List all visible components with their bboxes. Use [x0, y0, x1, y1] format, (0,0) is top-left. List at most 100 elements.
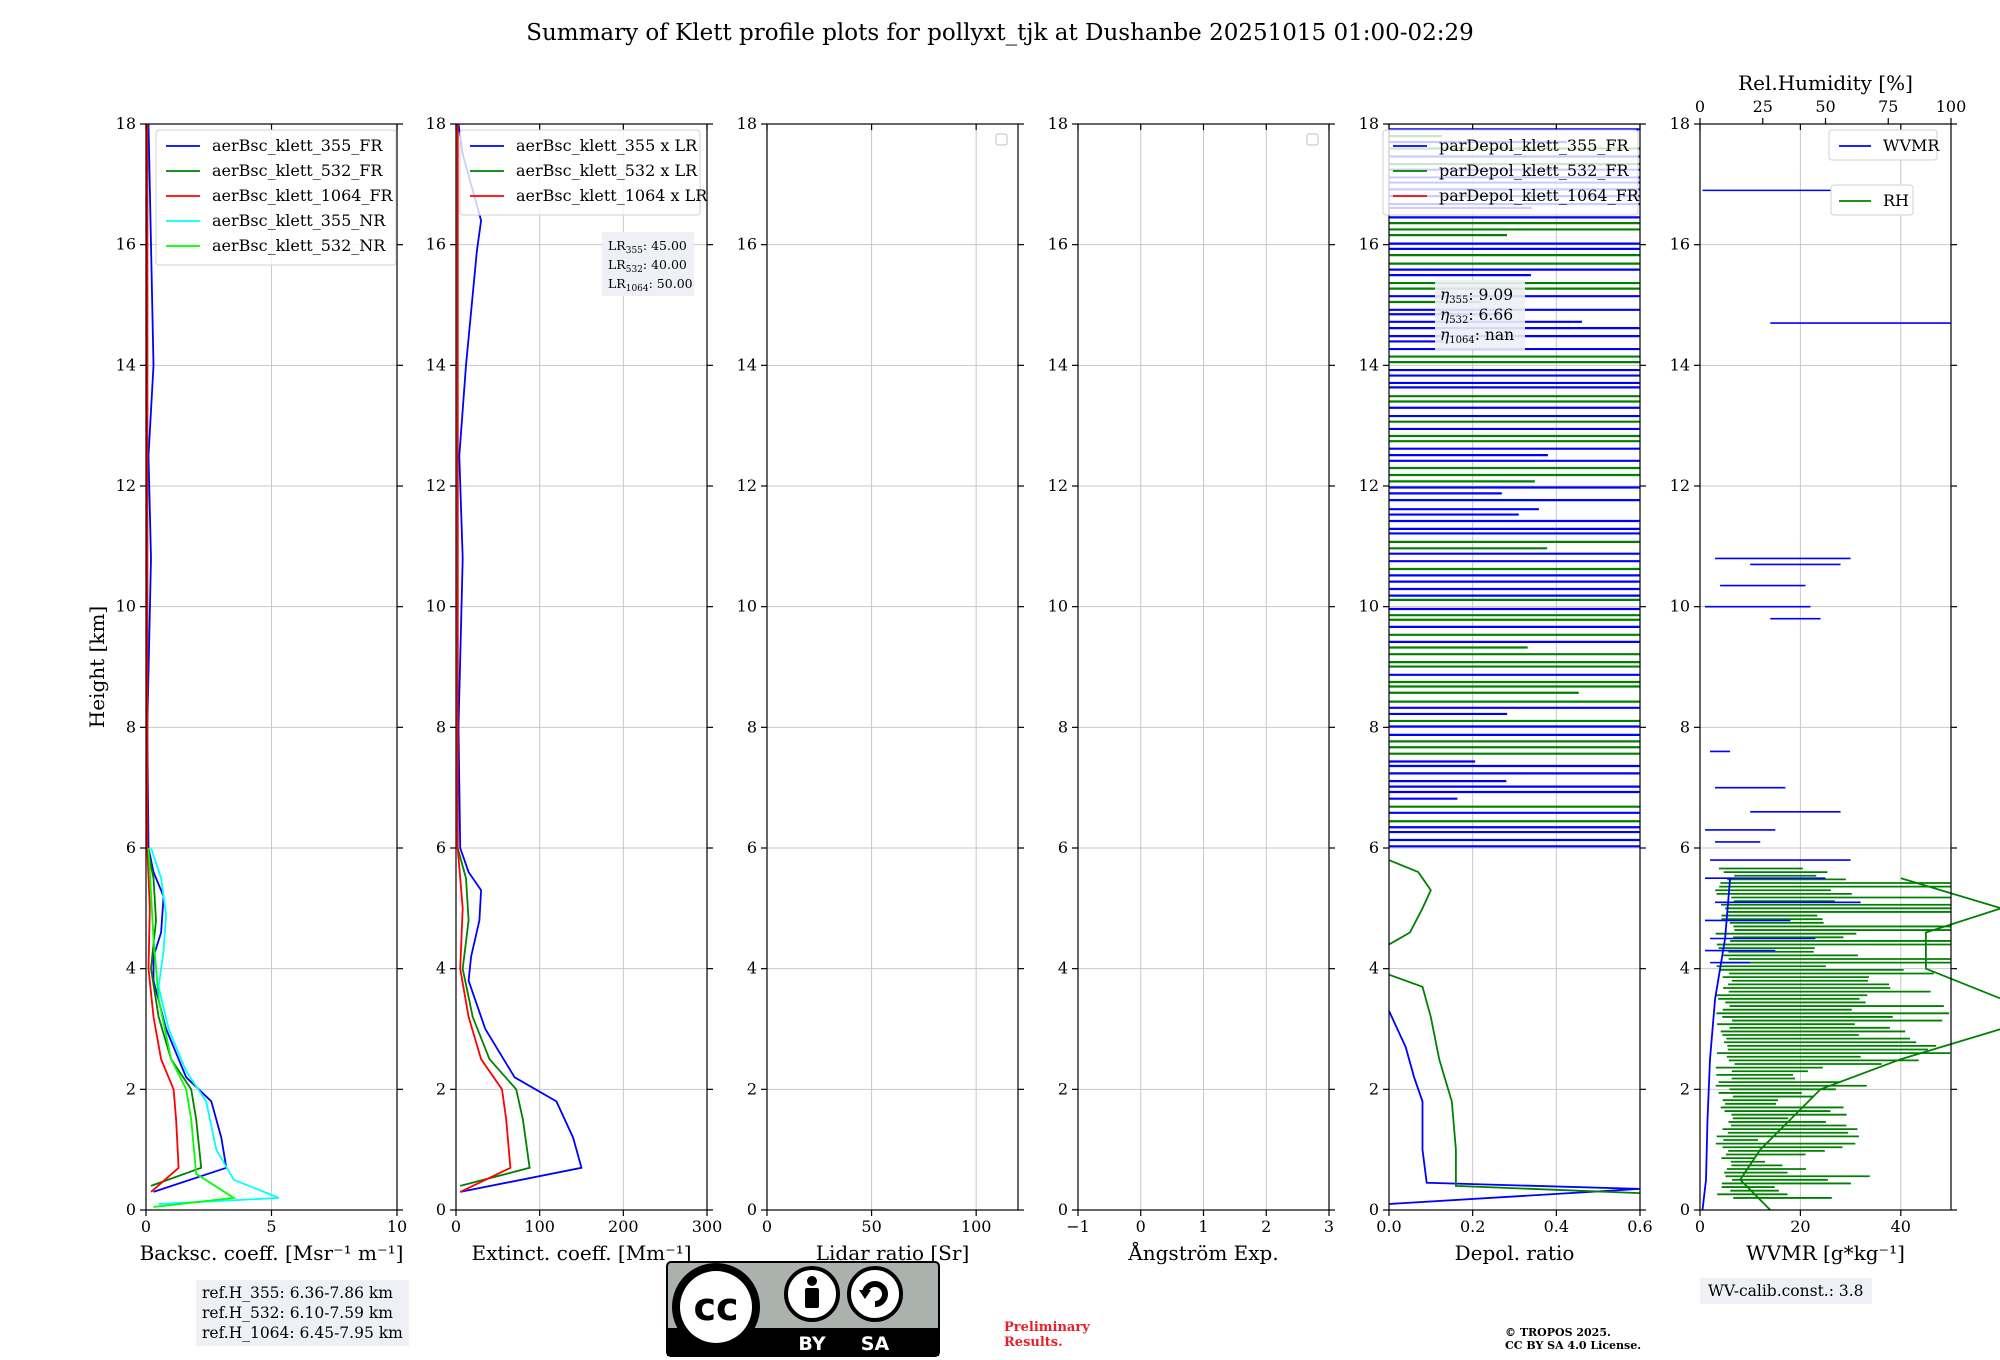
x-tick-label: 0 — [1695, 1217, 1705, 1236]
legend-label: aerBsc_klett_1064 x LR — [516, 186, 708, 205]
y-tick-label: 10 — [1048, 597, 1068, 616]
axes-frame — [1699, 123, 1952, 1211]
y-tick-label: 14 — [1048, 355, 1068, 374]
series-line-aerBsc_klett_355_FR — [146, 123, 228, 1193]
y-tick-label: 18 — [737, 114, 757, 133]
y-tick-label: 0 — [1680, 1200, 1690, 1219]
empty-legend-icon — [995, 133, 1008, 146]
legend-box-wvmr — [1828, 129, 1938, 161]
copyright-line-1: © TROPOS 2025. — [1505, 1326, 1611, 1339]
x-axis-label: Backsc. coeff. [Msr⁻¹ m⁻¹] — [140, 1241, 404, 1265]
legend-label: aerBsc_klett_355 x LR — [516, 136, 698, 155]
y-tick-label: 4 — [1680, 959, 1690, 978]
ref-height-532: ref.H_532: 6.10-7.59 km — [202, 1304, 393, 1322]
legend-backscatter: aerBsc_klett_355_FR aerBsc_klett_532_FRae… — [155, 129, 397, 266]
x-tick-label: 100 — [961, 1217, 992, 1236]
y-tick-label: 6 — [1680, 838, 1690, 857]
y-tick-label: 16 — [737, 235, 757, 254]
axes-frame — [455, 123, 708, 1211]
y-tick-label: 12 — [426, 476, 446, 495]
y-tick-label: 10 — [426, 597, 446, 616]
x-tick-label: 0 — [141, 1217, 151, 1236]
x-tick-label: 0 — [762, 1217, 772, 1236]
lidar-ratio-label: LR1064: 50.00 — [608, 276, 693, 294]
eta-box — [1435, 280, 1525, 350]
legend-box — [1382, 129, 1639, 216]
panel-extinction: 0 100 200 300 0 2 4 6 8 10 12 14 16 18 Extinct. coeff.… — [426, 114, 723, 1265]
top-x-tick-label: 75 — [1878, 97, 1898, 116]
y-tick-label: 10 — [737, 597, 757, 616]
x-tick-label: 2 — [1261, 1217, 1271, 1236]
reference-height-box: ref.H_355: 6.36-7.86 km ref.H_532: 6.10-… — [196, 1280, 409, 1346]
x-tick-label: −1 — [1066, 1217, 1090, 1236]
legend-label: parDepol_klett_532_FR — [1439, 161, 1630, 180]
legend-depol: parDepol_klett_355_FR parDepol_klett_532_… — [1382, 129, 1640, 216]
depol-noise-bars — [1389, 124, 1640, 848]
y-tick-label: 16 — [1048, 235, 1068, 254]
sa-label: SA — [861, 1333, 890, 1355]
eta-label: η532: 6.66 — [1440, 306, 1513, 326]
legend-box-rh — [1830, 184, 1914, 216]
series-line-aerBsc_klett_532 x LR — [456, 124, 531, 1187]
panel-backscatter: 0 5 10 0 2 4 6 8 10 12 14 16 18 Backsc. coeff. [Msr⁻¹… — [116, 114, 408, 1265]
y-tick-label: 10 — [116, 597, 136, 616]
legend-label: RH — [1883, 191, 1909, 210]
legend-label: aerBsc_klett_532_NR — [212, 236, 386, 255]
ref-height-1064: ref.H_1064: 6.45-7.95 km — [202, 1324, 403, 1342]
y-tick-label: 0 — [436, 1200, 446, 1219]
axes-frame — [1388, 123, 1641, 1211]
x-axis-label: WVMR [g*kg⁻¹] — [1746, 1241, 1905, 1265]
y-tick-label: 14 — [1670, 355, 1690, 374]
y-tick-label: 16 — [1359, 235, 1379, 254]
legend-label: aerBsc_klett_532_FR — [212, 161, 383, 180]
y-tick-label: 6 — [126, 838, 136, 857]
legend-extinction: aerBsc_klett_355 x LR aerBsc_klett_532 x … — [459, 129, 708, 216]
series-line-aerBsc_klett_1064_FR — [146, 124, 180, 1193]
x-axis-label: Ångström Exp. — [1127, 1240, 1278, 1265]
x-tick-label: 0 — [1136, 1217, 1146, 1236]
legend-wvmr: WVMR RH — [1828, 129, 1940, 216]
legend-label: aerBsc_klett_355_FR — [212, 136, 383, 155]
sa-share-icon — [847, 1266, 903, 1322]
y-tick-label: 10 — [1359, 597, 1379, 616]
legend-label: aerBsc_klett_532 x LR — [516, 161, 698, 180]
x-tick-label: 200 — [608, 1217, 639, 1236]
y-tick-label: 12 — [737, 476, 757, 495]
top-x-tick-label: 100 — [1936, 97, 1967, 116]
y-tick-label: 14 — [116, 355, 136, 374]
axes-frame — [766, 123, 1019, 1211]
cc-by-sa-badge: cc BY SA — [666, 1261, 940, 1357]
eta-label: η355: 9.09 — [1440, 286, 1513, 306]
y-tick-label: 8 — [1369, 717, 1379, 736]
y-tick-label: 12 — [1048, 476, 1068, 495]
top-x-tick-label: 0 — [1695, 97, 1705, 116]
y-tick-label: 2 — [436, 1079, 446, 1098]
y-tick-label: 14 — [426, 355, 446, 374]
legend-label: aerBsc_klett_355_NR — [212, 211, 386, 230]
y-tick-label: 8 — [1058, 717, 1068, 736]
x-tick-label: 0 — [451, 1217, 461, 1236]
lidar-ratio-box — [602, 232, 694, 296]
x-tick-label: 0.2 — [1460, 1217, 1485, 1236]
series-line-aerBsc_klett_532_NR — [147, 847, 237, 1208]
x-axis-label: Extinct. coeff. [Mm⁻¹] — [471, 1241, 691, 1265]
y-tick-label: 2 — [126, 1079, 136, 1098]
empty-legend-icon — [1306, 133, 1319, 146]
lidar-ratio-label: LR355: 45.00 — [608, 238, 687, 256]
x-tick-label: 20 — [1790, 1217, 1810, 1236]
y-tick-label: 18 — [1359, 114, 1379, 133]
x-tick-label: 40 — [1891, 1217, 1911, 1236]
y-tick-label: 16 — [426, 235, 446, 254]
y-tick-label: 16 — [1670, 235, 1690, 254]
y-tick-label: 18 — [116, 114, 136, 133]
series-line-WVMR — [1701, 878, 1731, 1211]
x-tick-label: 0.6 — [1627, 1217, 1652, 1236]
y-tick-label: 2 — [1058, 1079, 1068, 1098]
y-tick-label: 6 — [1058, 838, 1068, 857]
y-tick-label: 6 — [1369, 838, 1379, 857]
x-tick-label: 10 — [387, 1217, 407, 1236]
y-tick-label: 18 — [426, 114, 446, 133]
legend-label: WVMR — [1883, 136, 1940, 155]
y-tick-label: 0 — [747, 1200, 757, 1219]
